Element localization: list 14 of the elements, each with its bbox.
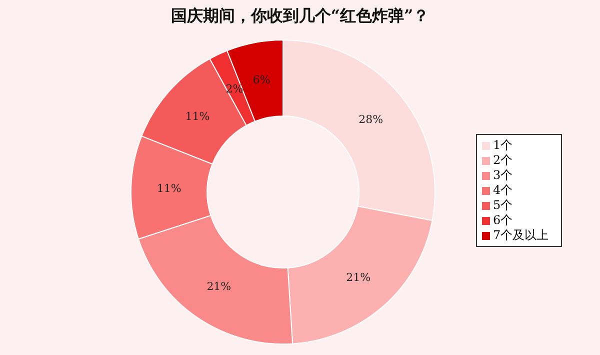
legend-label: 1个 bbox=[493, 138, 513, 153]
legend-label: 7个及以上 bbox=[493, 228, 549, 243]
data-label: 28% bbox=[358, 112, 384, 126]
legend-label: 2个 bbox=[493, 153, 513, 168]
data-label: 6% bbox=[252, 74, 270, 87]
legend-label: 4个 bbox=[493, 183, 513, 198]
legend-label: 3个 bbox=[493, 168, 513, 183]
data-label: 11% bbox=[156, 182, 182, 195]
chart-title: 国庆期间，你收到几个“红色炸弹”？ bbox=[170, 6, 430, 27]
legend-label: 5个 bbox=[493, 198, 513, 213]
legend-label: 6个 bbox=[493, 213, 513, 228]
data-label: 11% bbox=[185, 110, 210, 124]
data-label: 21% bbox=[206, 280, 232, 293]
data-label: 21% bbox=[346, 271, 371, 284]
